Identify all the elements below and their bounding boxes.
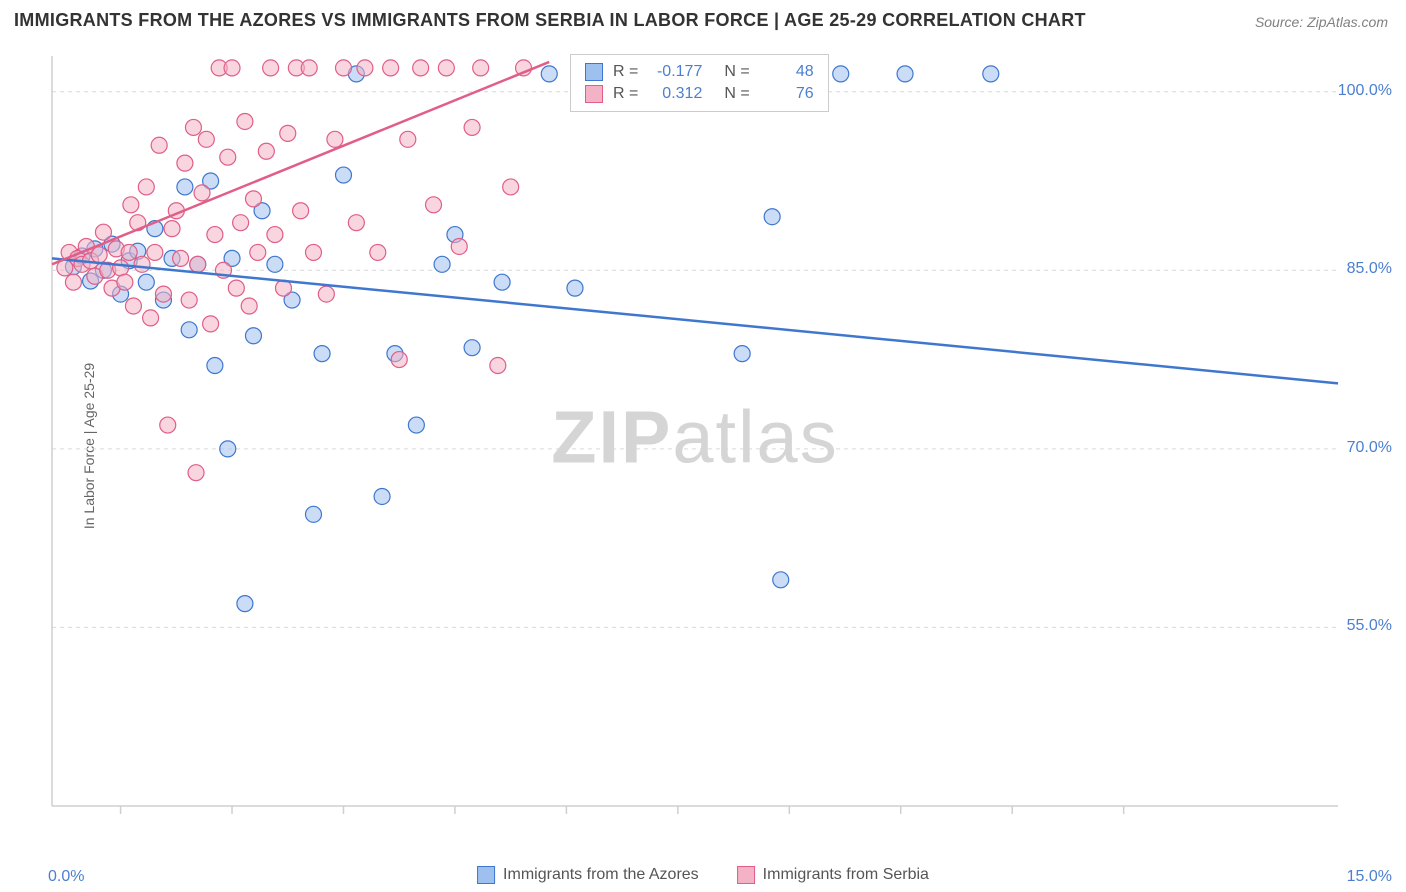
series-name-azores: Immigrants from the Azores: [503, 866, 699, 884]
plot-area: ZIPatlas: [48, 46, 1342, 836]
y-tick-label: 85.0%: [1347, 260, 1392, 278]
n-label: N =: [724, 63, 749, 81]
swatch-serbia: [585, 85, 603, 103]
legend-item-serbia: Immigrants from Serbia: [737, 866, 929, 884]
stats-row-azores: R = -0.177 N = 48: [585, 61, 814, 83]
r-label: R =: [613, 63, 638, 81]
chart-title: IMMIGRANTS FROM THE AZORES VS IMMIGRANTS…: [14, 10, 1086, 31]
n-value-serbia: 76: [760, 85, 814, 103]
r-value-azores: -0.177: [648, 63, 702, 81]
legend-item-azores: Immigrants from the Azores: [477, 866, 699, 884]
swatch-azores: [585, 63, 603, 81]
y-tick-label: 70.0%: [1347, 439, 1392, 457]
scatter-svg: [48, 46, 1342, 836]
stats-row-serbia: R = 0.312 N = 76: [585, 83, 814, 105]
x-tick-right: 15.0%: [1347, 868, 1392, 886]
swatch-azores-bottom: [477, 866, 495, 884]
x-tick-left: 0.0%: [48, 868, 84, 886]
y-tick-label: 55.0%: [1347, 617, 1392, 635]
r-value-serbia: 0.312: [648, 85, 702, 103]
source-label: Source: ZipAtlas.com: [1255, 14, 1388, 30]
n-label: N =: [724, 85, 749, 103]
r-label: R =: [613, 85, 638, 103]
y-tick-label: 100.0%: [1338, 82, 1392, 100]
series-name-serbia: Immigrants from Serbia: [763, 866, 929, 884]
stats-legend: R = -0.177 N = 48 R = 0.312 N = 76: [570, 54, 829, 112]
n-value-azores: 48: [760, 63, 814, 81]
bottom-legend: Immigrants from the Azores Immigrants fr…: [477, 866, 929, 884]
swatch-serbia-bottom: [737, 866, 755, 884]
